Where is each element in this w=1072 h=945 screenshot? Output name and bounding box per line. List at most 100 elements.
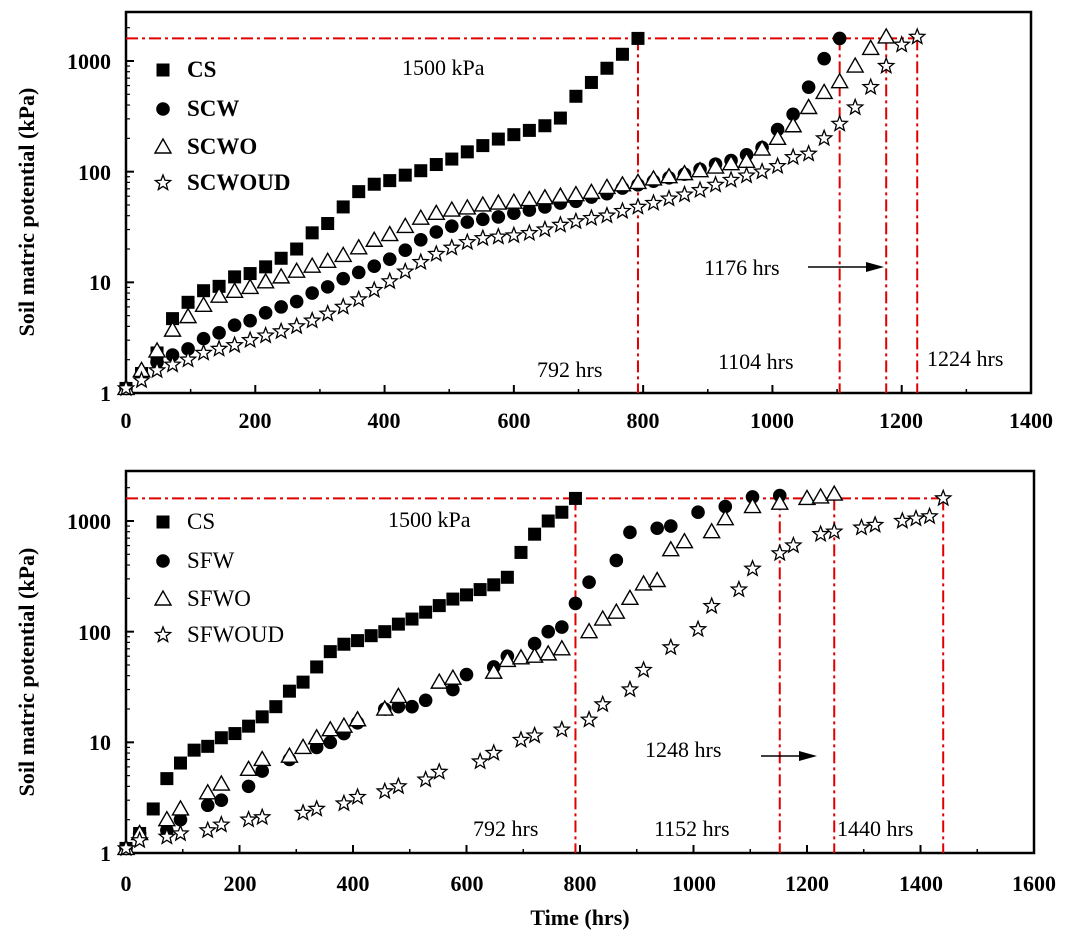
data-point-sfwo: [212, 774, 231, 791]
bottom-x-tick-label: 1200: [785, 871, 829, 896]
data-point-scwoud: [473, 228, 493, 247]
data-point-cs: [228, 727, 242, 741]
data-point-sfwo: [252, 750, 272, 767]
data-point-cs: [631, 31, 645, 45]
data-point-scwoud: [333, 297, 353, 315]
data-point-sfwo: [198, 783, 217, 800]
data-point-scwoud: [116, 378, 136, 397]
data-point-scwoud: [830, 114, 850, 132]
top-panel: 1 10 100 1000 0 200 400 600 800 1000 120…: [14, 10, 1053, 433]
data-point-scw: [476, 212, 490, 227]
data-point-cs: [541, 514, 555, 528]
data-point-cs: [201, 739, 215, 753]
bottom-x-tick-label: 800: [564, 871, 597, 896]
data-point-scw: [398, 243, 413, 258]
data-point-sfwoud: [933, 488, 953, 507]
data-point-cs: [160, 772, 174, 786]
data-point-sfwoud: [784, 535, 803, 554]
data-point-sfwoud: [634, 660, 653, 679]
data-point-cs: [432, 599, 446, 613]
data-point-cs: [242, 719, 256, 733]
bottom-time-label-792: 792 hrs: [473, 816, 538, 841]
data-point-sfwo: [498, 650, 517, 668]
data-point-scwo: [396, 217, 415, 234]
data-point-sfwo: [430, 672, 449, 689]
bottom-time-label-1440: 1440 hrs: [837, 816, 913, 841]
data-point-sfw: [391, 699, 406, 714]
data-point-scwoud: [488, 226, 508, 245]
bottom-time-label-1152: 1152 hrs: [654, 816, 730, 841]
data-point-sfwo: [348, 710, 367, 727]
data-point-cs: [336, 200, 350, 214]
data-point-sfwoud: [824, 521, 844, 540]
top-time-label-1176: 1176 hrs: [704, 255, 780, 280]
data-point-sfwo: [171, 799, 190, 816]
data-point-sfwo: [661, 540, 681, 557]
bottom-data-marks: [116, 484, 953, 857]
data-point-scwoud: [163, 354, 182, 373]
data-point-sfwo: [716, 509, 735, 526]
data-point-scwo: [566, 185, 586, 202]
data-point-sfwo: [321, 720, 340, 737]
data-point-sfwoud: [511, 730, 531, 748]
data-point-scwoud: [411, 252, 431, 271]
data-point-scwo: [504, 192, 524, 209]
data-point-sfw: [582, 575, 596, 589]
top-data-marks: [116, 27, 927, 397]
data-point-scw: [196, 331, 211, 346]
data-point-scwoud: [178, 349, 198, 368]
data-point-scwoud: [209, 339, 229, 357]
data-point-sfw: [650, 521, 664, 536]
data-point-scwoud: [302, 310, 322, 329]
top-y-tick-label: 1: [100, 381, 111, 406]
data-point-cs: [460, 588, 473, 602]
legend-label-scw: SCW: [187, 96, 239, 121]
data-point-cs: [269, 700, 283, 714]
bottom-x-tick-label: 400: [337, 871, 370, 896]
data-point-cs: [321, 217, 335, 231]
legend-label-sfwo: SFWO: [187, 586, 251, 611]
data-point-scw: [227, 318, 242, 332]
data-point-cs: [337, 637, 351, 651]
data-point-scwoud: [892, 35, 912, 53]
data-point-sfwoud: [252, 807, 272, 826]
data-point-sfw: [214, 793, 229, 807]
data-point-cs: [600, 61, 614, 75]
data-point-scwoud: [768, 156, 787, 175]
data-point-sfwo: [484, 662, 503, 679]
data-point-cs: [514, 545, 528, 559]
bottom-panel: 1 10 100 1000 0 200 400 600 800 1000 120…: [14, 469, 1056, 930]
data-point-cs: [476, 139, 490, 153]
data-point-sfwoud: [293, 803, 313, 821]
data-point-cs: [290, 242, 304, 256]
data-point-sfw: [446, 682, 460, 697]
data-point-sfwoud: [348, 787, 367, 806]
data-point-cs: [296, 675, 310, 689]
data-point-scwo: [163, 320, 182, 337]
data-point-scwo: [690, 161, 710, 178]
data-point-scw: [801, 80, 816, 94]
data-point-sfwo: [825, 484, 844, 501]
data-point-cs: [405, 612, 419, 626]
data-point-cs: [146, 802, 160, 816]
data-point-scwo: [520, 190, 539, 207]
bottom-time-label-1248: 1248 hrs: [645, 737, 721, 762]
data-point-scwoud: [535, 219, 555, 238]
data-point-sfwo: [607, 602, 626, 619]
data-point-scwo: [333, 246, 353, 263]
top-y-tick-label: 100: [78, 160, 111, 185]
data-point-sfwoud: [688, 619, 708, 638]
data-point-scw: [258, 306, 273, 320]
data-point-sfw: [200, 798, 215, 813]
data-point-sfwoud: [593, 694, 613, 713]
bottom-x-tick-label: 200: [224, 871, 257, 896]
data-point-sfw: [718, 499, 733, 514]
data-point-scw: [289, 294, 304, 309]
data-point-sfwo: [702, 522, 721, 539]
data-point-sfw: [255, 764, 269, 778]
data-point-sfwoud: [375, 781, 395, 800]
data-point-cs: [460, 145, 474, 159]
data-point-cs: [414, 164, 428, 178]
data-point-scwoud: [628, 197, 648, 215]
data-point-scwo: [194, 295, 213, 313]
